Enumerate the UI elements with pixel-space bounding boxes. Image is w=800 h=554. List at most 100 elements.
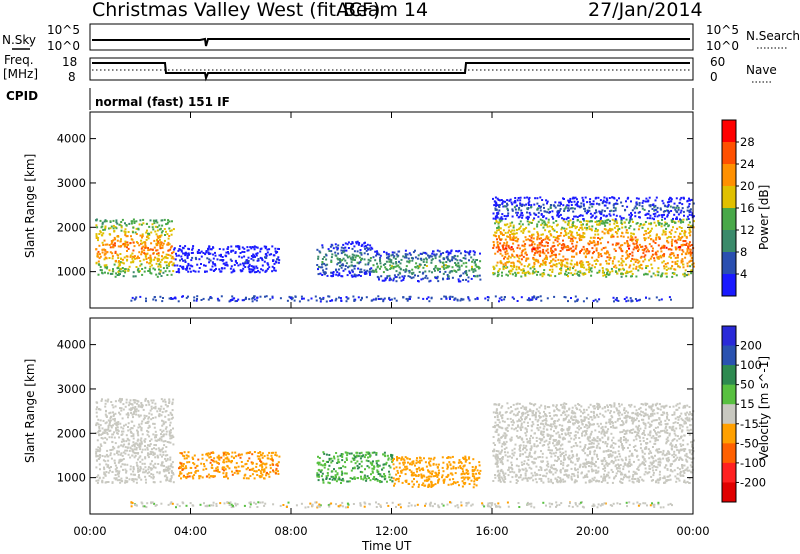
scatter-cell	[460, 264, 463, 267]
scatter-cell	[125, 440, 128, 443]
scatter-cell	[543, 220, 546, 223]
scatter-cell	[527, 202, 530, 205]
scatter-cell	[667, 205, 670, 208]
scatter-cell	[466, 251, 469, 254]
scatter-cell	[443, 258, 446, 261]
scatter-cell	[609, 229, 612, 232]
scatter-cell	[395, 276, 398, 278]
scatter-cell	[396, 255, 399, 258]
scatter-cell	[162, 440, 165, 443]
scatter-cell	[256, 259, 259, 262]
scatter-cell	[225, 473, 228, 476]
scatter-cell	[688, 197, 690, 200]
scatter-cell	[661, 199, 664, 202]
scatter-cell	[162, 271, 165, 274]
scatter-cell	[107, 426, 110, 429]
scatter-cell	[433, 268, 436, 270]
scatter-cell	[655, 238, 658, 241]
scatter-cell	[368, 455, 371, 458]
scatter-cell	[121, 267, 124, 269]
scatter-cell	[632, 242, 635, 245]
scatter-cell	[326, 472, 329, 474]
scatter-cell	[563, 210, 566, 212]
scatter-cell	[580, 236, 583, 239]
scatter-cell	[150, 413, 153, 416]
scatter-cell	[644, 272, 647, 275]
scatter-cell	[119, 253, 122, 255]
scatter-cell	[156, 243, 159, 246]
scatter-cell	[630, 215, 632, 218]
scatter-cell	[399, 475, 401, 478]
scatter-cell	[514, 271, 517, 274]
scatter-cell	[323, 466, 326, 469]
scatter-cell	[536, 244, 539, 247]
scatter-cell	[507, 244, 510, 247]
scatter-cell	[626, 205, 629, 208]
power-scatter-layer	[95, 196, 695, 303]
scatter-cell	[108, 420, 111, 423]
scatter-cell	[126, 446, 129, 449]
scatter-cell	[153, 239, 156, 242]
scatter-cell	[228, 460, 231, 463]
scatter-cell	[467, 478, 470, 481]
scatter-cell	[322, 298, 325, 300]
scatter-cell	[519, 214, 522, 217]
scatter-cell	[173, 264, 176, 267]
scatter-cell	[388, 258, 391, 261]
scatter-cell	[117, 235, 120, 237]
scatter-cell	[688, 229, 691, 232]
scatter-cell	[348, 265, 351, 268]
scatter-cell	[518, 267, 521, 270]
scatter-cell	[99, 408, 102, 411]
scatter-cell	[538, 205, 541, 207]
scatter-cell	[103, 441, 106, 444]
scatter-cell	[148, 225, 151, 228]
scatter-cell	[257, 258, 260, 260]
scatter-cell	[559, 272, 562, 275]
scatter-cell	[227, 477, 229, 480]
scatter-cell	[537, 207, 540, 210]
scatter-cell	[551, 225, 553, 228]
scatter-cell	[332, 271, 335, 273]
scatter-cell	[432, 463, 435, 466]
nave-tick-lo: 0	[710, 70, 718, 84]
scatter-cell	[692, 220, 695, 223]
scatter-cell	[504, 200, 506, 203]
scatter-cell	[410, 277, 413, 280]
scatter-cell	[629, 264, 632, 267]
scatter-cell	[214, 254, 217, 257]
scatter-cell	[112, 424, 114, 427]
scatter-cell	[544, 223, 547, 226]
scatter-cell	[462, 465, 465, 468]
scatter-cell	[122, 270, 125, 273]
scatter-cell	[95, 415, 98, 418]
scatter-cell	[340, 246, 343, 249]
scatter-cell	[103, 466, 105, 469]
scatter-cell	[351, 477, 354, 480]
scatter-cell	[391, 480, 394, 483]
scatter-cell	[272, 451, 275, 454]
scatter-cell	[585, 261, 588, 264]
scatter-cell	[217, 299, 220, 302]
scatter-cell	[690, 257, 693, 259]
scatter-cell	[159, 295, 162, 298]
scatter-cell	[579, 260, 582, 263]
scatter-cell	[594, 230, 597, 233]
scatter-cell	[327, 461, 329, 463]
scatter-cell	[690, 259, 693, 262]
scatter-cell	[600, 255, 603, 258]
scatter-cell	[514, 201, 517, 204]
scatter-cell	[151, 467, 154, 470]
scatter-cell	[630, 218, 633, 221]
scatter-cell	[440, 252, 443, 255]
scatter-cell	[581, 266, 584, 268]
scatter-cell	[390, 476, 393, 479]
scatter-cell	[186, 475, 189, 478]
scatter-cell	[440, 297, 443, 300]
scatter-cell	[458, 268, 461, 271]
scatter-cell	[575, 252, 578, 255]
scatter-cell	[133, 424, 136, 427]
scatter-cell	[185, 467, 188, 470]
scatter-cell	[188, 475, 191, 478]
scatter-cell	[414, 256, 417, 259]
